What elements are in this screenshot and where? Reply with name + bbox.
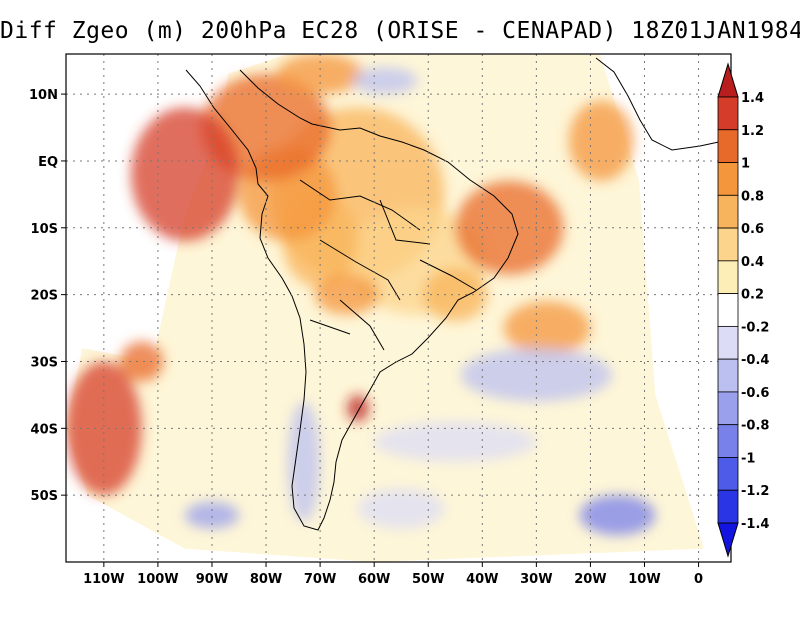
africa-coastline bbox=[595, 57, 729, 151]
lon-tick-label: 20W bbox=[574, 572, 606, 587]
colorbar-label: 0.2 bbox=[741, 288, 764, 303]
lat-tick-label: 50S bbox=[31, 489, 58, 504]
longitude-axis: 110W 100W 90W 80W 70W 60W 50W 40W 30W 20W 10W 0 bbox=[83, 562, 703, 587]
colorbar-band bbox=[717, 96, 739, 131]
colorbar-label: 0.4 bbox=[741, 255, 764, 270]
anomaly-blob bbox=[374, 421, 537, 462]
anomaly-blob bbox=[357, 488, 445, 529]
map-title: Diff Zgeo (m) 200hPa EC28 (ORISE - CENAP… bbox=[0, 18, 800, 44]
anomaly-blob bbox=[130, 107, 240, 242]
lon-tick-label: 110W bbox=[83, 572, 124, 587]
colorbar-band bbox=[717, 227, 739, 262]
colorbar-label: 1.2 bbox=[741, 124, 764, 139]
latitude-axis: 10N EQ 10S 20S 30S 40S 50S bbox=[29, 88, 66, 504]
colorbar: 1.4 1.2 1 0.8 0.6 0.4 0.2 -0.2 -0.4 -0.6 -0.8 -1 -1.… bbox=[717, 62, 769, 558]
lat-tick-label: EQ bbox=[38, 155, 58, 170]
colorbar-band bbox=[717, 293, 739, 327]
colorbar-band bbox=[717, 424, 739, 458]
colorbar-band bbox=[717, 325, 739, 360]
anomaly-blob bbox=[120, 341, 164, 382]
anomaly-blob bbox=[66, 361, 142, 496]
lon-tick-label: 90W bbox=[196, 572, 228, 587]
anomaly-blob bbox=[287, 401, 321, 522]
colorbar-label: 1 bbox=[741, 157, 750, 172]
colorbar-band bbox=[717, 260, 739, 295]
anomaly-blob bbox=[347, 394, 369, 422]
colorbar-label: -0.8 bbox=[741, 419, 769, 434]
lon-tick-label: 70W bbox=[304, 572, 336, 587]
lon-tick-label: 50W bbox=[412, 572, 444, 587]
lat-tick-label: 40S bbox=[31, 422, 58, 437]
anomaly-blob bbox=[422, 267, 488, 322]
anomaly-blob bbox=[503, 301, 591, 355]
anomaly-blob bbox=[460, 348, 613, 402]
lon-tick-label: 80W bbox=[250, 572, 282, 587]
colorbar-label: 0.6 bbox=[741, 222, 764, 237]
lat-tick-label: 10S bbox=[31, 222, 58, 237]
colorbar-label: -0.4 bbox=[741, 353, 769, 368]
anomaly-blob bbox=[455, 181, 564, 275]
lat-tick-label: 30S bbox=[31, 355, 58, 370]
colorbar-band bbox=[717, 457, 739, 491]
colorbar-label: -0.6 bbox=[741, 386, 769, 401]
lon-tick-label: 10W bbox=[628, 572, 660, 587]
colorbar-label: -1.4 bbox=[741, 517, 769, 532]
colorbar-top-arrow bbox=[717, 62, 739, 98]
colorbar-band bbox=[717, 489, 739, 524]
colorbar-label: -1 bbox=[741, 451, 755, 466]
south-america-coastline bbox=[185, 69, 519, 531]
lon-tick-label: 60W bbox=[358, 572, 390, 587]
anomaly-field bbox=[66, 54, 656, 536]
colorbar-band bbox=[717, 358, 739, 393]
colorbar-label: -1.2 bbox=[741, 484, 769, 499]
lon-tick-label: 30W bbox=[520, 572, 552, 587]
country-borders bbox=[299, 179, 477, 351]
anomaly-blob bbox=[579, 495, 656, 536]
anomaly-blob bbox=[568, 100, 634, 181]
colorbar-band bbox=[717, 194, 739, 229]
colorbar-label: -0.2 bbox=[741, 320, 769, 335]
anomaly-blob bbox=[276, 54, 364, 95]
colorbar-bottom-arrow bbox=[717, 522, 739, 558]
anomaly-blob bbox=[184, 501, 240, 529]
lat-tick-label: 10N bbox=[29, 88, 58, 103]
colorbar-band bbox=[717, 162, 739, 196]
anomaly-blob bbox=[352, 67, 418, 95]
colorbar-label: 0.8 bbox=[741, 189, 764, 204]
lon-tick-label: 100W bbox=[137, 572, 178, 587]
colorbar-band bbox=[717, 391, 739, 426]
lon-tick-label: 0 bbox=[694, 572, 703, 587]
plot-area bbox=[66, 54, 731, 562]
graticule bbox=[66, 54, 731, 562]
coastlines bbox=[185, 57, 729, 531]
colorbar-band bbox=[717, 129, 739, 163]
lat-tick-label: 20S bbox=[31, 289, 58, 304]
lon-tick-label: 40W bbox=[466, 572, 498, 587]
colorbar-label: 1.4 bbox=[741, 91, 764, 106]
